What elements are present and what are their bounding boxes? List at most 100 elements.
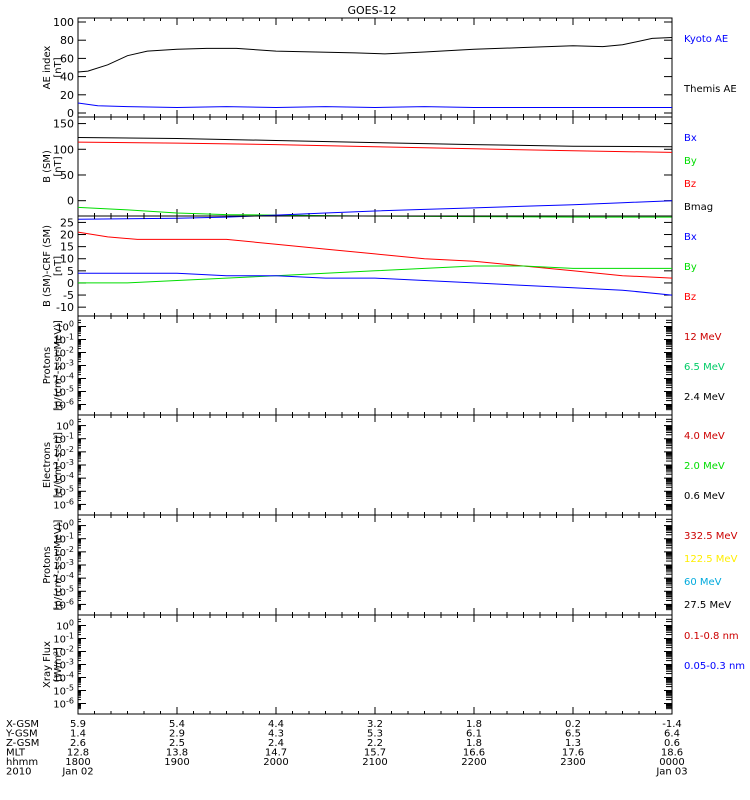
y-tick-label: 10-4 (53, 571, 74, 585)
panel-frame (77, 116, 673, 217)
panel-frame (77, 17, 673, 118)
legend-entry: Bx (684, 232, 697, 243)
y-tick-label: 10-5 (53, 385, 74, 399)
x-axis-row-label: X-GSM (6, 719, 39, 730)
x-tick-label: 2200 (461, 757, 486, 768)
x-tick-label: 1800 (65, 757, 90, 768)
y-axis-label: [nT] (53, 256, 64, 276)
y-tick-label: 10-6 (53, 497, 74, 511)
series-line (77, 37, 673, 73)
panel-frame (77, 414, 673, 516)
y-axis-label: [nT] (53, 156, 64, 176)
series-line (78, 265, 672, 284)
y-tick-label: -5 (63, 289, 74, 302)
x-tick-label: Jan 03 (655, 767, 687, 778)
series-line (78, 272, 673, 296)
y-axis-label: [nT] (53, 57, 64, 77)
x-axis-row-label: hhmm (6, 757, 38, 768)
x-tick-label: 1.8 (466, 719, 482, 730)
x-axis-row-label: Y-GSM (5, 729, 38, 740)
y-tick-label: 10-4 (53, 671, 74, 685)
y-tick-label: 100 (53, 16, 74, 29)
legend-entry: 122.5 MeV (684, 554, 738, 565)
legend-entry: 12 MeV (684, 332, 722, 343)
x-tick-label: 0.6 (664, 738, 680, 749)
y-tick-label: 10-3 (53, 658, 74, 672)
y-tick-label: 10-2 (53, 645, 74, 659)
x-tick-label: 6.5 (565, 729, 581, 740)
y-axis-label: AE index (42, 46, 53, 90)
y-tick-label: 5 (67, 265, 74, 278)
x-tick-label: Jan 02 (61, 767, 93, 778)
y-axis-label: [p/(cm²-s-sr-MeV)] (53, 519, 64, 610)
y-tick-label: 10-6 (53, 398, 74, 412)
legend-entry: 0.1-0.8 nm (684, 631, 739, 642)
y-tick-label: 10-4 (53, 471, 74, 485)
panel-frame (77, 315, 673, 416)
series-line (77, 141, 673, 153)
x-axis-table: X-GSM 5.9 5.4 4.4 3.2 1.8 0.2 -1.4 Y-GSM 1.4 2.9 4.… (5, 719, 688, 778)
x-tick-label: 13.8 (166, 748, 188, 759)
legend-entry: 0.05-0.3 nm (684, 661, 745, 672)
x-tick-label: 17.6 (562, 748, 584, 759)
legend-entry: 332.5 MeV (684, 531, 738, 542)
x-tick-label: 2.6 (70, 738, 86, 749)
y-axis-label: B (SM)-CRF (SM) (42, 225, 53, 307)
x-tick-label: -1.4 (662, 719, 682, 730)
y-axis-label: B (SM) (42, 150, 53, 183)
x-tick-label: 0000 (659, 757, 684, 768)
legend-entry: Kyoto AE (684, 34, 728, 45)
y-tick-label: 100 (53, 143, 74, 156)
y-axis-label: Xray Flux (42, 641, 53, 688)
y-tick-label: 10-1 (53, 532, 74, 546)
legend-entry: Themis AE (683, 84, 737, 95)
y-axis-label: [e/(cm²-s-sr)] (53, 432, 64, 498)
x-tick-label: 2000 (263, 757, 288, 768)
series-line (77, 137, 673, 148)
y-tick-label: 0 (67, 107, 74, 120)
y-tick-label: 10-6 (53, 697, 74, 711)
legend-entry: Bz (684, 292, 696, 303)
x-tick-label: 1.4 (70, 729, 86, 740)
x-tick-label: 16.6 (463, 748, 485, 759)
y-tick-label: 10-2 (53, 346, 74, 360)
y-tick-label: 10-3 (53, 458, 74, 472)
y-tick-label: 10-5 (53, 484, 74, 498)
x-tick-label: 4.3 (268, 729, 284, 740)
x-tick-label: 2.9 (169, 729, 185, 740)
y-tick-label: 0 (67, 277, 74, 290)
x-tick-label: 6.4 (664, 729, 680, 740)
x-tick-label: 4.4 (268, 719, 284, 730)
x-tick-label: 3.2 (367, 719, 383, 730)
y-tick-label: 10-3 (53, 359, 74, 373)
y-tick-label: 40 (60, 71, 74, 84)
y-tick-label: 10-1 (53, 333, 74, 347)
series-line (77, 102, 672, 109)
x-axis-row-label: MLT (6, 748, 26, 759)
x-tick-label: 5.4 (169, 719, 185, 730)
x-tick-label: 1.8 (466, 738, 482, 749)
y-tick-label: 20 (60, 229, 74, 242)
y-tick-label: 25 (60, 216, 74, 229)
x-tick-label: 14.7 (265, 748, 287, 759)
panel-2: 0 50 100 150 B (SM) [nT] Bx By Bz Bmag (42, 116, 713, 220)
y-tick-label: 10-3 (53, 558, 74, 572)
y-tick-label: 100 (56, 619, 74, 633)
y-axis-label: Protons (42, 546, 53, 583)
y-tick-label: 10-6 (53, 597, 74, 611)
x-tick-label: 0.2 (565, 719, 581, 730)
y-axis-label: [p/(cm²-s-sr-MeV)] (53, 320, 64, 411)
x-tick-label: 5.3 (367, 729, 383, 740)
panel-frame (77, 215, 673, 317)
y-axis-label: Electrons (42, 442, 53, 488)
legend-entry: 60 MeV (684, 577, 722, 588)
legend-entry: 0.6 MeV (684, 491, 725, 502)
y-tick-label: 0 (67, 195, 74, 208)
legend-entry: By (684, 262, 697, 273)
y-axis-label: Protons (42, 347, 53, 384)
x-tick-label: 12.8 (67, 748, 89, 759)
